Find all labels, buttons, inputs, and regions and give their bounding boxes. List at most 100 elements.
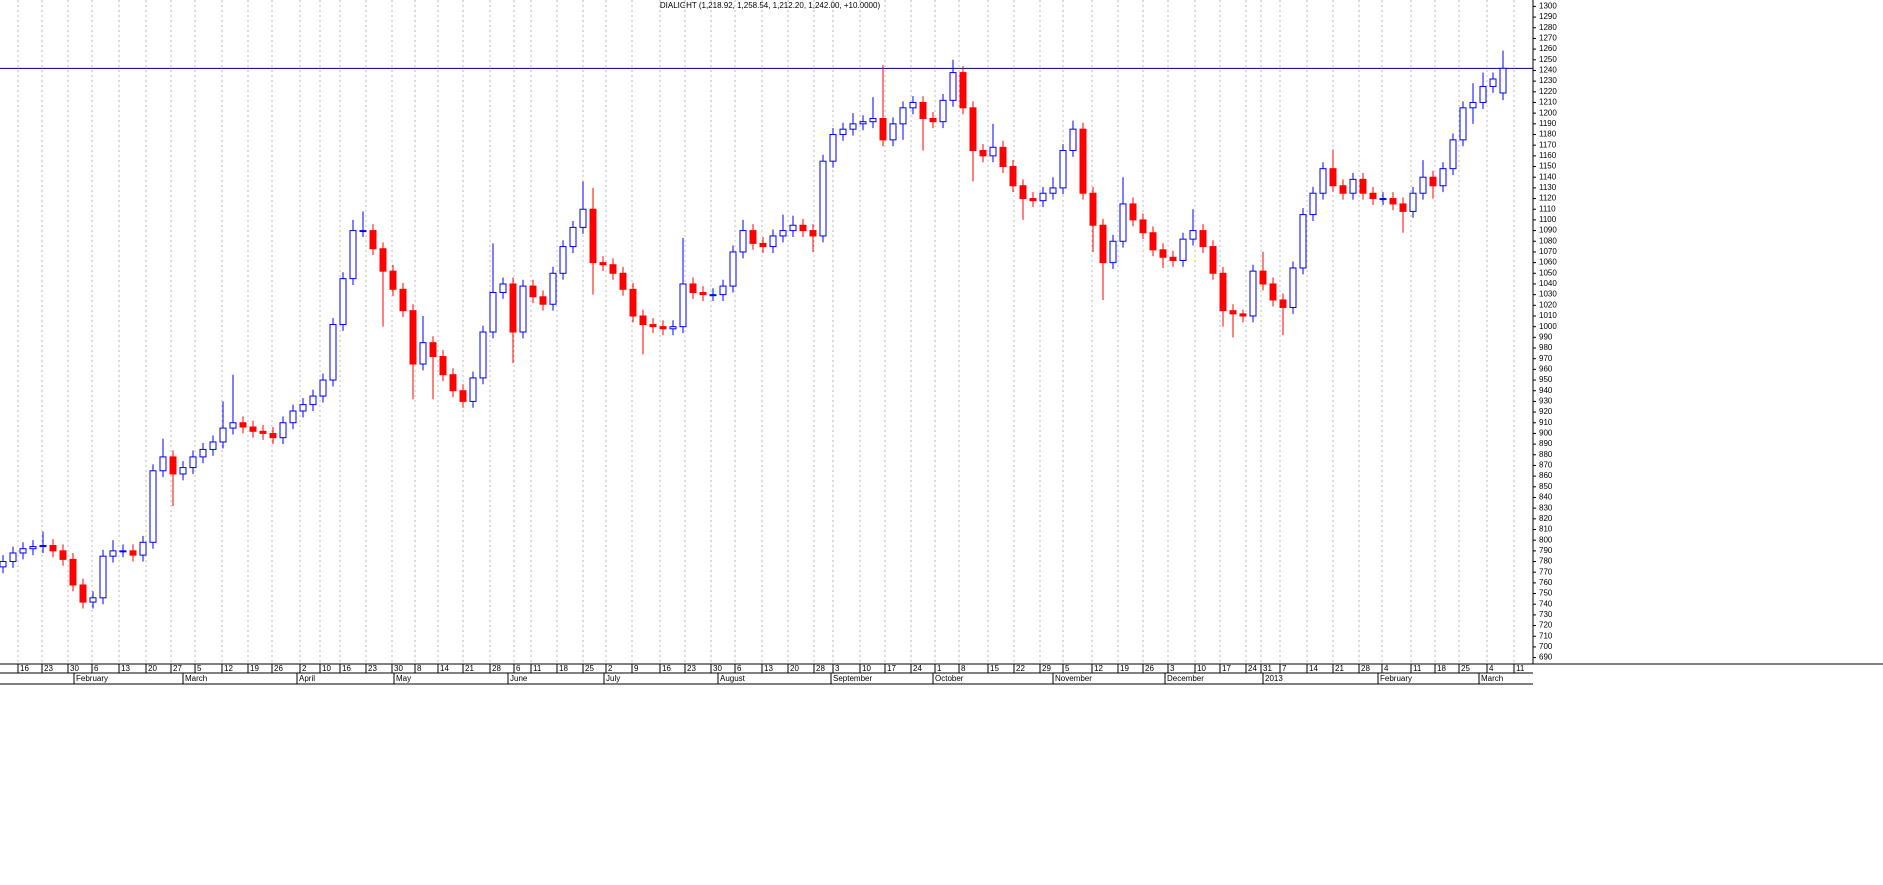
candle-body xyxy=(719,285,727,296)
candle-body xyxy=(1229,310,1237,315)
candle-body xyxy=(879,117,887,141)
candle-body xyxy=(1499,67,1507,94)
x-tick-label: 19 xyxy=(250,664,259,673)
candle-body xyxy=(1439,168,1447,187)
candle-body xyxy=(1149,232,1157,251)
candle-body xyxy=(1489,78,1497,87)
candle-body xyxy=(639,315,647,326)
x-tick-label: 9 xyxy=(634,664,639,673)
candle-body xyxy=(279,422,287,439)
y-tick-label: 1300 xyxy=(1539,2,1557,11)
candle-body xyxy=(219,427,227,443)
y-tick-label: 1260 xyxy=(1539,44,1557,53)
y-tick-label: 890 xyxy=(1539,439,1553,448)
x-tick-label: 14 xyxy=(440,664,449,673)
y-tick-label: 820 xyxy=(1539,514,1553,523)
candle-body xyxy=(1409,192,1417,212)
y-tick-label: 1080 xyxy=(1539,236,1557,245)
candle-body xyxy=(59,550,67,560)
candle-body xyxy=(1449,139,1457,170)
x-tick-label: 1 xyxy=(937,664,942,673)
candle-body xyxy=(499,283,507,294)
candle-body xyxy=(529,285,537,298)
x-tick-label: 26 xyxy=(274,664,283,673)
candle-body xyxy=(299,404,307,412)
month-label: July xyxy=(606,674,620,683)
y-tick-label: 950 xyxy=(1539,375,1553,384)
candle-body xyxy=(1299,214,1307,269)
y-tick-label: 800 xyxy=(1539,535,1553,544)
candle-body xyxy=(89,597,97,603)
candle-body xyxy=(179,467,187,475)
x-tick-label: 10 xyxy=(1197,664,1206,673)
candle-body xyxy=(379,248,387,272)
candle-body xyxy=(0,561,7,568)
candle-body xyxy=(109,550,117,557)
candle-body xyxy=(1069,128,1077,152)
y-tick-label: 770 xyxy=(1539,567,1553,576)
candle-body xyxy=(1399,203,1407,212)
candle-body xyxy=(1419,176,1427,194)
candle-body xyxy=(1339,185,1347,194)
x-tick-label: 25 xyxy=(585,664,594,673)
candle-body xyxy=(839,128,847,136)
candle-body xyxy=(1059,150,1067,189)
y-tick-label: 980 xyxy=(1539,343,1553,352)
x-tick-label: 3 xyxy=(835,664,840,673)
y-tick-label: 910 xyxy=(1539,418,1553,427)
candle-body xyxy=(469,377,477,402)
x-tick-label: 12 xyxy=(1094,664,1103,673)
y-tick-label: 810 xyxy=(1539,525,1553,534)
y-tick-label: 750 xyxy=(1539,589,1553,598)
y-tick-label: 970 xyxy=(1539,354,1553,363)
candle-body xyxy=(169,456,177,475)
candle-body xyxy=(1259,270,1267,285)
month-label: February xyxy=(1380,674,1412,683)
candle-body xyxy=(1289,267,1297,308)
x-tick-label: 13 xyxy=(121,664,130,673)
x-tick-label: 6 xyxy=(737,664,742,673)
candle-body xyxy=(49,545,57,552)
x-tick-label: 23 xyxy=(687,664,696,673)
y-tick-label: 1040 xyxy=(1539,279,1557,288)
x-tick-label: 22 xyxy=(1016,664,1025,673)
candle-body xyxy=(1099,224,1107,264)
y-tick-label: 860 xyxy=(1539,471,1553,480)
candle-body xyxy=(349,230,357,280)
candle-body xyxy=(199,448,207,458)
y-tick-label: 1070 xyxy=(1539,247,1557,256)
y-tick-label: 1190 xyxy=(1539,119,1557,128)
y-tick-label: 1110 xyxy=(1539,204,1556,213)
y-tick-label: 920 xyxy=(1539,407,1553,416)
candle-body xyxy=(1169,256,1177,261)
y-tick-label: 690 xyxy=(1539,653,1553,662)
candle-body xyxy=(1159,249,1167,258)
y-tick-label: 1170 xyxy=(1539,140,1557,149)
month-label: March xyxy=(1481,674,1503,683)
x-tick-label: 27 xyxy=(173,664,182,673)
candle-body xyxy=(519,285,527,333)
x-tick-label: 31 xyxy=(1263,664,1272,673)
candle-body xyxy=(439,356,447,376)
y-tick-label: 1240 xyxy=(1539,66,1557,75)
x-tick-label: 14 xyxy=(1309,664,1318,673)
candle-body xyxy=(509,283,517,333)
x-tick-label: 21 xyxy=(1335,664,1344,673)
candle-body xyxy=(689,283,697,294)
candle-body xyxy=(699,292,707,296)
candle-body xyxy=(1349,178,1357,194)
y-tick-label: 740 xyxy=(1539,599,1553,608)
candle-body xyxy=(259,430,267,434)
y-tick-label: 780 xyxy=(1539,557,1553,566)
candle-body xyxy=(1129,203,1137,221)
candle-body xyxy=(679,283,687,328)
y-tick-label: 1020 xyxy=(1539,300,1557,309)
y-tick-label: 990 xyxy=(1539,332,1553,341)
candle-body xyxy=(479,331,487,379)
candle-body xyxy=(1199,230,1207,248)
y-tick-label: 1000 xyxy=(1539,322,1557,331)
candle-body xyxy=(1459,107,1467,141)
y-tick-label: 1090 xyxy=(1539,226,1557,235)
candle-body xyxy=(1309,192,1317,216)
